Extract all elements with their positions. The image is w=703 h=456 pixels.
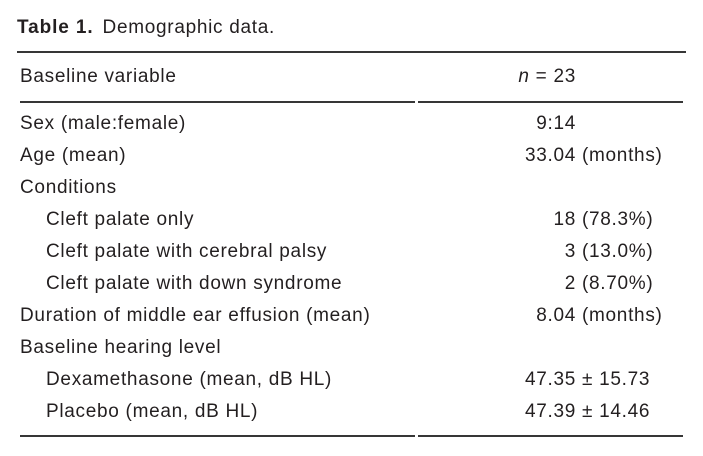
row-value: 33.04 (months): [418, 140, 683, 172]
column-header-n: n = 23: [418, 53, 683, 103]
value-number: 33.04: [524, 145, 576, 166]
value-number: 2: [564, 273, 576, 294]
table-caption-number: Table 1.: [17, 17, 94, 38]
row-value: 47.35 ± 15.73: [418, 364, 683, 396]
table-row: Cleft palate with cerebral palsy 3 (13.0…: [20, 236, 683, 268]
value-number: 9:14: [536, 113, 576, 134]
row-label: Cleft palate only: [46, 209, 195, 230]
row-label: Dexamethasone (mean, dB HL): [46, 369, 333, 390]
table-row: Sex (male:female) 9:14: [20, 103, 683, 140]
row-label: Age (mean): [20, 145, 127, 166]
value-number: 47.35: [524, 369, 576, 390]
row-label: Sex (male:female): [20, 113, 187, 134]
value-unit: ± 15.73: [576, 369, 651, 390]
row-value: 2 (8.70%): [418, 268, 683, 300]
table-row: Conditions: [20, 172, 683, 204]
value-unit: (13.0%): [576, 241, 654, 262]
row-label-group: Baseline hearing level: [20, 337, 222, 358]
row-value: 3 (13.0%): [418, 236, 683, 268]
table-row: Dexamethasone (mean, dB HL) 47.35 ± 15.7…: [20, 364, 683, 396]
value-unit: (months): [576, 305, 663, 326]
value-unit: (78.3%): [576, 209, 654, 230]
row-label-group: Conditions: [20, 177, 117, 198]
table-row: Age (mean) 33.04 (months): [20, 140, 683, 172]
row-label: Cleft palate with down syndrome: [46, 273, 343, 294]
row-value: [418, 172, 683, 204]
n-symbol: n: [518, 66, 530, 87]
n-value: = 23: [529, 66, 576, 87]
value-unit: (months): [576, 145, 663, 166]
row-value: [418, 332, 683, 364]
value-unit: (8.70%): [576, 273, 654, 294]
table-caption-title: Demographic data.: [102, 17, 275, 38]
row-value: 9:14: [418, 103, 683, 140]
row-label: Cleft palate with cerebral palsy: [46, 241, 328, 262]
table-row: Baseline hearing level: [20, 332, 683, 364]
row-label: Duration of middle ear effusion (mean): [20, 305, 371, 326]
row-value: 18 (78.3%): [418, 204, 683, 236]
table-row: Placebo (mean, dB HL) 47.39 ± 14.46: [20, 396, 683, 437]
row-value: 47.39 ± 14.46: [418, 396, 683, 437]
value-number: 47.39: [524, 401, 576, 422]
demographic-table: Baseline variable n = 23 Sex (male:femal…: [17, 51, 686, 437]
row-label: Placebo (mean, dB HL): [20, 396, 415, 437]
value-number: 8.04: [536, 305, 576, 326]
row-value: 8.04 (months): [418, 300, 683, 332]
table-row: Cleft palate only 18 (78.3%): [20, 204, 683, 236]
n-equals-23: n = 23: [418, 66, 576, 88]
table-caption: Table 1. Demographic data.: [17, 16, 686, 40]
column-header-baseline-variable: Baseline variable: [20, 53, 415, 103]
value-unit: ± 14.46: [576, 401, 651, 422]
table-header-row: Baseline variable n = 23: [20, 53, 683, 103]
value-number: 3: [564, 241, 576, 262]
table-row: Cleft palate with down syndrome 2 (8.70%…: [20, 268, 683, 300]
table-row: Duration of middle ear effusion (mean) 8…: [20, 300, 683, 332]
value-number: 18: [553, 209, 576, 230]
